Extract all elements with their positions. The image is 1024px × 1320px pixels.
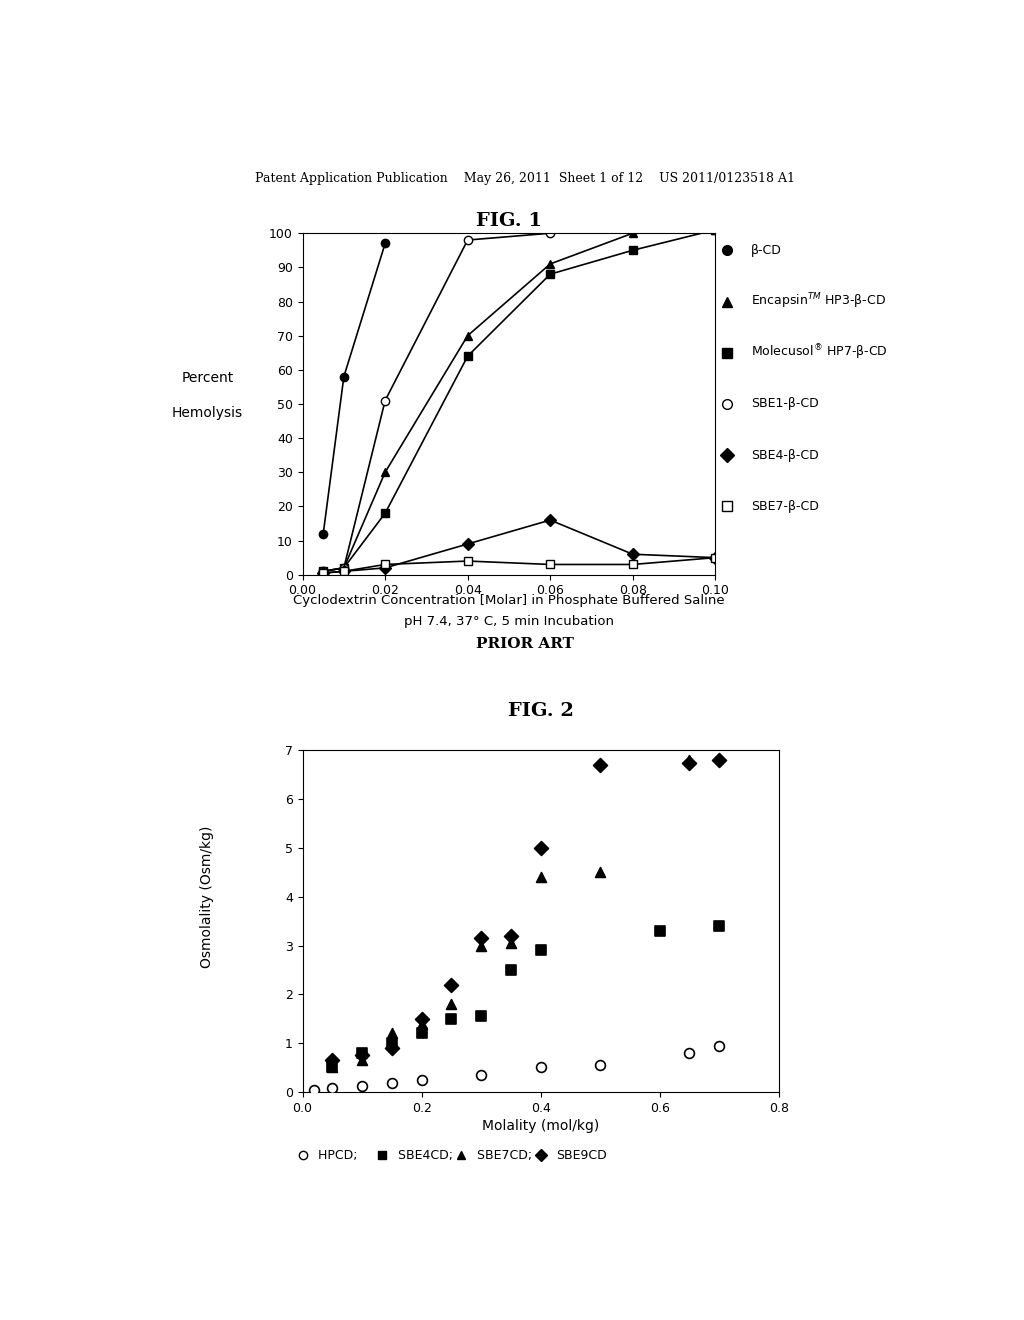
Text: Osmolality (Osm/kg): Osmolality (Osm/kg) — [201, 825, 214, 968]
Text: HPCD;: HPCD; — [318, 1148, 361, 1162]
Text: Hemolysis: Hemolysis — [172, 405, 243, 420]
Text: FIG. 2: FIG. 2 — [508, 701, 573, 719]
Text: SBE4-β-CD: SBE4-β-CD — [751, 449, 819, 462]
Text: SBE7CD;: SBE7CD; — [477, 1148, 537, 1162]
Text: β-CD: β-CD — [751, 244, 782, 257]
Text: SBE1-β-CD: SBE1-β-CD — [751, 397, 819, 411]
Text: SBE7-β-CD: SBE7-β-CD — [751, 500, 819, 513]
Text: FIG. 1: FIG. 1 — [476, 213, 542, 230]
Text: Cyclodextrin Concentration [Molar] in Phosphate Buffered Saline: Cyclodextrin Concentration [Molar] in Ph… — [293, 594, 725, 607]
Text: pH 7.4, 37° C, 5 min Incubation: pH 7.4, 37° C, 5 min Incubation — [403, 615, 614, 628]
Text: SBE9CD: SBE9CD — [557, 1148, 607, 1162]
Text: Patent Application Publication    May 26, 2011  Sheet 1 of 12    US 2011/0123518: Patent Application Publication May 26, 2… — [255, 172, 795, 185]
Text: Encapsin$^{TM}$ HP3-β-CD: Encapsin$^{TM}$ HP3-β-CD — [751, 292, 886, 312]
Text: Molecusol$^{®}$ HP7-β-CD: Molecusol$^{®}$ HP7-β-CD — [751, 343, 888, 363]
Text: Molality (mol/kg): Molality (mol/kg) — [482, 1119, 599, 1133]
Text: Percent: Percent — [181, 371, 233, 385]
Text: PRIOR ART: PRIOR ART — [476, 638, 573, 651]
Text: SBE4CD;: SBE4CD; — [397, 1148, 457, 1162]
